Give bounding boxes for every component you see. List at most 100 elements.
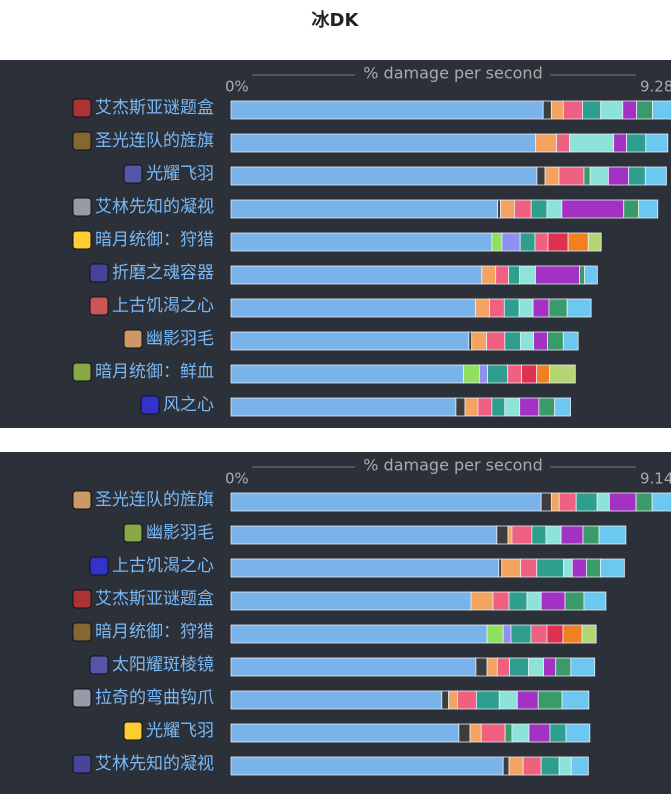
bar-segment xyxy=(600,558,625,578)
bar-segment xyxy=(542,100,552,120)
bar-segment xyxy=(531,525,547,545)
bar-segment xyxy=(468,331,473,351)
item-icon xyxy=(72,230,92,250)
bar-segment xyxy=(510,624,532,644)
bar-segment xyxy=(481,265,497,285)
bar-segment xyxy=(464,397,479,417)
category-label: 风之心 xyxy=(163,395,214,415)
bar-segment xyxy=(501,558,522,578)
bar-segment xyxy=(561,690,590,710)
item-icon xyxy=(72,622,92,642)
bar-segment xyxy=(230,657,477,677)
bar-segment xyxy=(564,591,585,611)
bar-segment xyxy=(486,331,506,351)
bar-segment xyxy=(475,657,488,677)
bar-segment xyxy=(535,265,581,285)
axis-title-bg xyxy=(355,456,550,476)
bar-segment xyxy=(504,331,522,351)
bar-segment xyxy=(607,166,629,186)
bar-segment xyxy=(491,397,506,417)
bar-segment xyxy=(507,525,513,545)
bar-segment xyxy=(558,166,585,186)
bar-segment xyxy=(589,166,609,186)
bar-segment xyxy=(563,558,573,578)
bar-segment xyxy=(543,657,557,677)
bar-segment xyxy=(582,525,600,545)
bar-segment xyxy=(471,331,487,351)
bar-segment xyxy=(550,100,564,120)
category-label: 上古饥渴之心 xyxy=(112,296,214,316)
bar-segment xyxy=(477,397,493,417)
bar-segment xyxy=(495,265,510,285)
bar-segment xyxy=(536,558,564,578)
x-axis-title: % damage per second xyxy=(363,64,542,83)
bar-segment xyxy=(497,199,501,219)
bar-segment xyxy=(458,723,471,743)
bar-segment xyxy=(623,199,639,219)
bar-segment xyxy=(622,100,638,120)
x-tick-label: 0% xyxy=(225,470,249,488)
category-label: 暗月统御：狩猎 xyxy=(95,622,214,642)
bar-segment xyxy=(547,232,569,252)
bar-segment xyxy=(486,657,498,677)
category-label: 艾林先知的凝视 xyxy=(95,197,214,217)
bar-segment xyxy=(575,492,598,512)
item-icon xyxy=(72,589,92,609)
item-icon xyxy=(72,754,92,774)
bar-segment xyxy=(549,364,576,384)
bar-segment xyxy=(554,397,571,417)
bar-segment xyxy=(502,624,512,644)
bar-segment xyxy=(498,690,518,710)
bar-segment xyxy=(230,558,500,578)
category-label: 艾杰斯亚谜题盒 xyxy=(95,98,214,118)
category-label: 幽影羽毛 xyxy=(146,329,214,349)
bar-segment xyxy=(491,232,503,252)
bar-segment xyxy=(230,397,457,417)
bar-segment xyxy=(520,558,538,578)
x-tick-label: 9.14% xyxy=(640,470,671,488)
item-icon xyxy=(72,362,92,382)
bar-segment xyxy=(534,232,549,252)
bar-segment xyxy=(560,525,584,545)
bar-segment xyxy=(536,166,546,186)
bar-segment xyxy=(570,756,589,776)
bar-segment xyxy=(613,133,628,153)
bar-segment xyxy=(441,690,450,710)
item-icon xyxy=(123,721,143,741)
bar-segment xyxy=(504,397,521,417)
bar-segment xyxy=(230,298,476,318)
bar-segment xyxy=(502,756,510,776)
bar-segment xyxy=(566,298,592,318)
category-label: 艾林先知的凝视 xyxy=(95,754,214,774)
category-label: 光耀飞羽 xyxy=(146,721,214,741)
bar-segment xyxy=(645,133,669,153)
bar-segment xyxy=(556,133,570,153)
bar-segment xyxy=(230,133,536,153)
item-icon xyxy=(89,263,109,283)
bar-segment xyxy=(456,690,477,710)
bar-segment xyxy=(500,199,515,219)
item-icon xyxy=(89,556,109,576)
bar-segment xyxy=(535,133,557,153)
bar-segment xyxy=(475,690,500,710)
bar-segment xyxy=(478,364,488,384)
bar-segment xyxy=(565,723,591,743)
category-label: 光耀飞羽 xyxy=(146,164,214,184)
bar-segment xyxy=(230,690,443,710)
x-tick-label: 0% xyxy=(225,78,249,96)
bar-segment xyxy=(230,591,472,611)
bar-segment xyxy=(526,591,542,611)
bar-segment xyxy=(519,265,536,285)
bar-segment xyxy=(562,624,583,644)
bar-segment xyxy=(469,723,482,743)
category-label: 暗月统御：狩猎 xyxy=(95,230,214,250)
bar-segment xyxy=(571,558,587,578)
bar-segment xyxy=(230,331,470,351)
bar-segment xyxy=(596,492,610,512)
bar-segment xyxy=(586,558,601,578)
page-title: 冰DK xyxy=(312,9,360,31)
item-icon xyxy=(72,688,92,708)
bar-segment xyxy=(503,298,520,318)
bar-segment xyxy=(480,723,506,743)
category-label: 圣光连队的旌旗 xyxy=(95,490,214,510)
